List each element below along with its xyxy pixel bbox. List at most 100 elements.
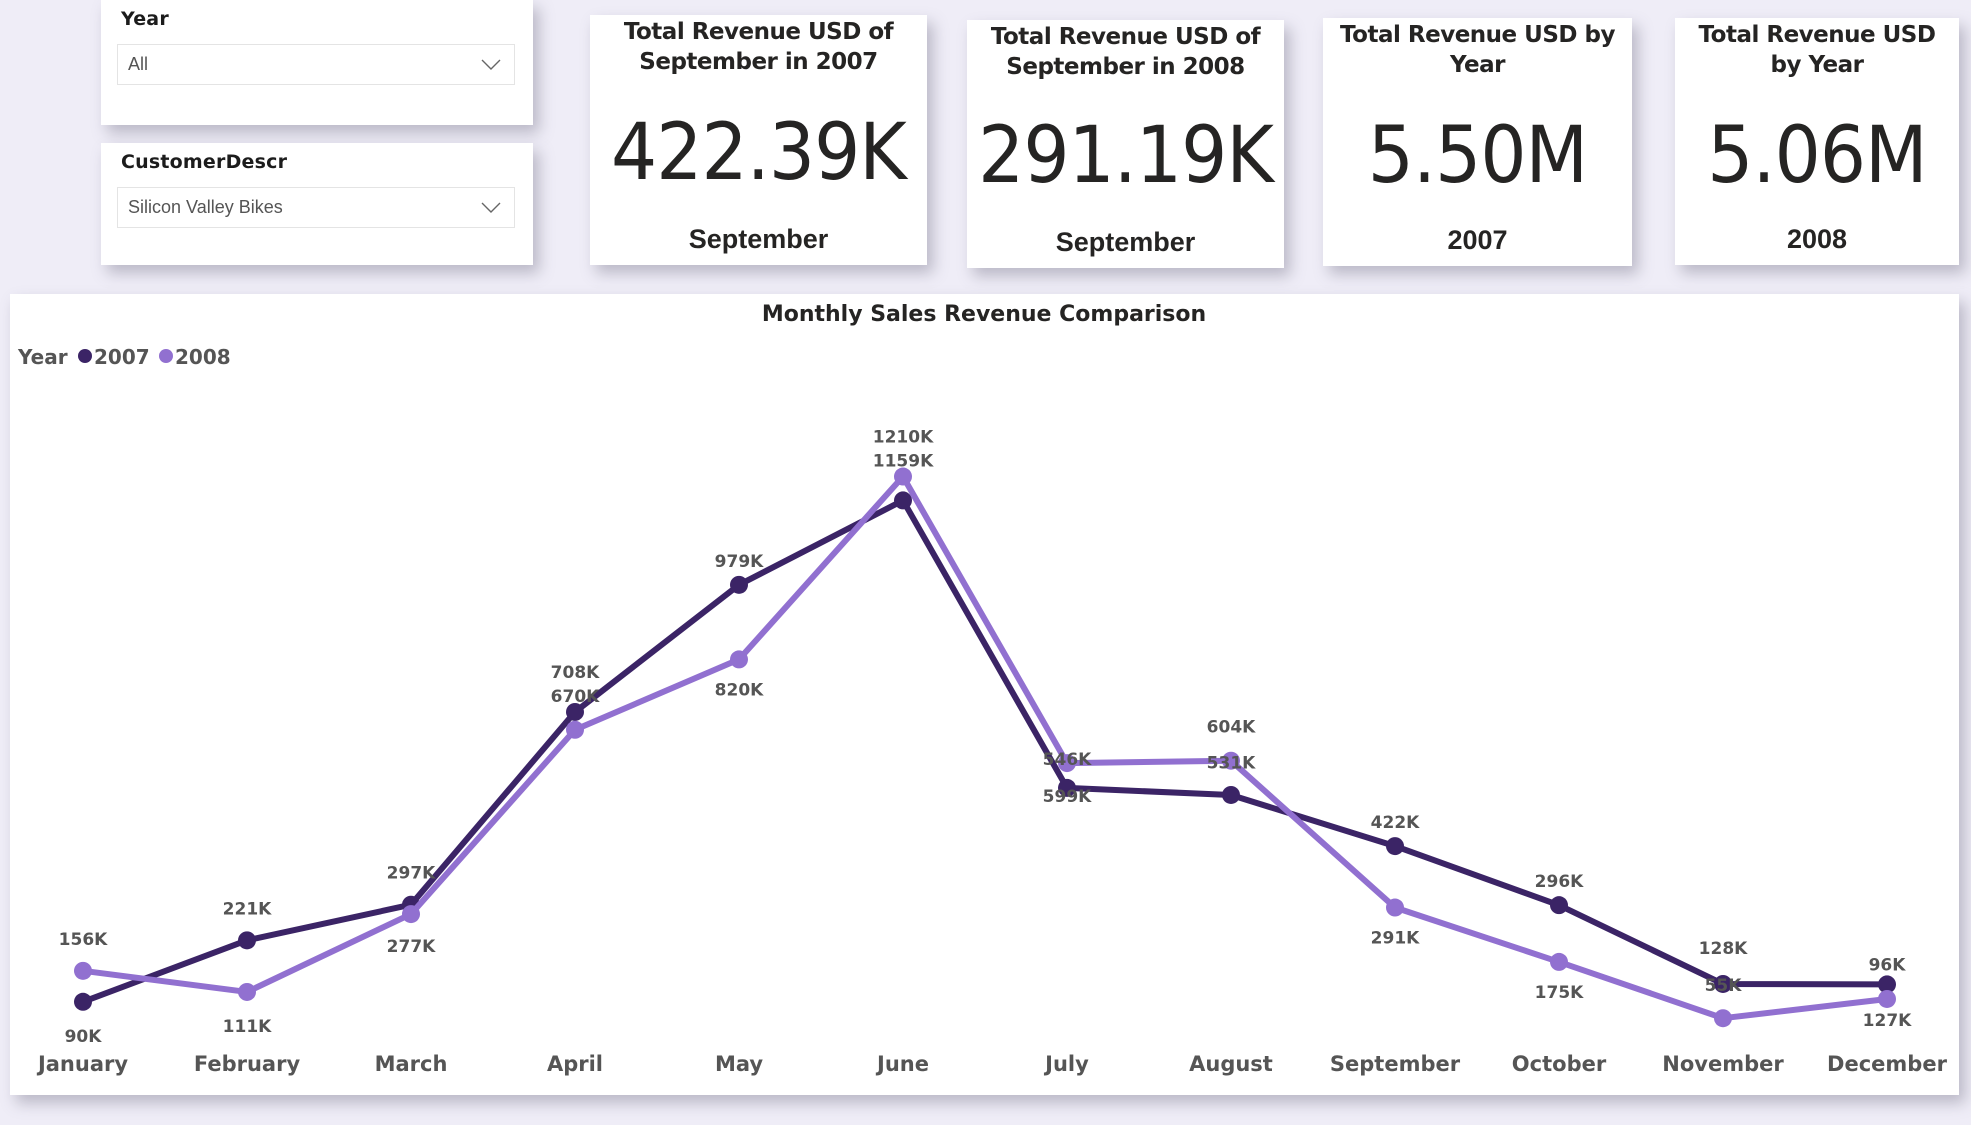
- card-title: Total Revenue USD of September in 2008: [990, 24, 1261, 80]
- kpi-card-sep-2007: Total Revenue USD of September in 2007 4…: [590, 15, 927, 265]
- series-2008: [74, 467, 1896, 1028]
- legend-title: Year: [17, 345, 68, 369]
- data-label-2007-october: 296K: [1535, 872, 1584, 892]
- x-tick-label-february: February: [194, 1052, 301, 1076]
- x-tick-label-july: July: [1043, 1052, 1089, 1076]
- data-point-2008-april[interactable]: [566, 720, 584, 739]
- x-tick-label-march: March: [375, 1052, 448, 1076]
- data-label-2008-may: 820K: [715, 680, 764, 700]
- data-label-2007-january: 90K: [65, 1027, 103, 1047]
- card-label: 2008: [1786, 224, 1848, 254]
- card-label: September: [1055, 227, 1196, 257]
- card-label: September: [688, 224, 829, 254]
- legend-label-2008: 2008: [175, 345, 231, 369]
- card-value: 5.06M: [1707, 111, 1927, 201]
- data-label-2007-august: 531K: [1207, 754, 1256, 774]
- data-point-2007-april[interactable]: [566, 702, 584, 721]
- monthly-revenue-line-chart: Monthly Sales Revenue Comparison Year 20…: [17, 302, 1948, 1076]
- x-tick-label-may: May: [715, 1052, 763, 1076]
- data-point-2007-december[interactable]: [1878, 975, 1896, 994]
- data-point-2008-september[interactable]: [1386, 898, 1404, 917]
- data-label-2007-september: 422K: [1371, 813, 1420, 833]
- year-dropdown-value: All: [128, 54, 149, 74]
- legend-marker-2007: [78, 349, 92, 363]
- legend-marker-2008: [159, 349, 173, 363]
- x-tick-label-january: January: [36, 1052, 128, 1076]
- data-point-2008-october[interactable]: [1550, 952, 1568, 971]
- data-point-2007-january[interactable]: [74, 992, 92, 1011]
- data-label-2007-december: 96K: [1869, 955, 1907, 975]
- data-point-2007-july[interactable]: [1058, 778, 1076, 797]
- card-title: Total Revenue USD by Year: [1340, 22, 1615, 78]
- data-label-2007-november: 128K: [1699, 939, 1748, 959]
- data-point-2007-september[interactable]: [1386, 837, 1404, 856]
- legend-label-2007: 2007: [94, 345, 150, 369]
- data-point-2008-january[interactable]: [74, 961, 92, 980]
- data-point-2007-may[interactable]: [730, 575, 748, 594]
- data-label-2007-july: 599K: [1043, 787, 1092, 807]
- customer-dropdown[interactable]: Silicon Valley Bikes: [117, 187, 515, 228]
- data-point-2008-june[interactable]: [894, 467, 912, 486]
- year-slicer-title: Year: [121, 8, 169, 30]
- x-tick-label-june: June: [875, 1052, 929, 1076]
- data-label-2008-november: 55K: [1705, 976, 1743, 996]
- data-point-2007-october[interactable]: [1550, 896, 1568, 915]
- card-value: 5.50M: [1367, 111, 1588, 201]
- data-point-2008-february[interactable]: [238, 982, 256, 1001]
- data-label-2008-january: 156K: [59, 930, 108, 950]
- x-tick-label-august: August: [1189, 1052, 1273, 1076]
- chevron-down-icon: [481, 202, 501, 213]
- data-point-2007-august[interactable]: [1222, 785, 1240, 804]
- data-label-2007-february: 221K: [223, 899, 272, 919]
- chevron-down-icon: [481, 59, 501, 70]
- legend: Year 2007 2008: [17, 345, 231, 369]
- data-label-2008-march: 277K: [387, 937, 436, 957]
- chart-title: Monthly Sales Revenue Comparison: [762, 302, 1206, 327]
- data-point-2008-december[interactable]: [1878, 989, 1896, 1008]
- data-point-2008-may[interactable]: [730, 650, 748, 669]
- x-tick-label-april: April: [547, 1052, 603, 1076]
- line-chart-panel: Monthly Sales Revenue Comparison Year 20…: [10, 294, 1959, 1095]
- kpi-card-year-2007: Total Revenue USD by Year 5.50M 2007: [1323, 18, 1632, 266]
- customer-slicer: CustomerDescr Silicon Valley Bikes: [101, 143, 533, 265]
- data-point-2007-june[interactable]: [894, 491, 912, 510]
- card-label: 2007: [1447, 225, 1508, 255]
- series-line-2008: [82, 473, 1888, 1022]
- data-label-2008-june: 1210K: [873, 428, 934, 448]
- year-slicer: Year All: [101, 0, 533, 125]
- series-line-2007: [81, 497, 1888, 1005]
- data-label-2008-august: 604K: [1207, 718, 1256, 738]
- data-label-2007-april: 708K: [551, 663, 600, 683]
- customer-dropdown-value: Silicon Valley Bikes: [128, 197, 283, 217]
- card-value: 422.39K: [611, 108, 907, 198]
- x-tick-label-november: November: [1662, 1052, 1784, 1076]
- card-value: 291.19K: [978, 111, 1274, 201]
- data-point-2008-march[interactable]: [402, 905, 420, 924]
- data-point-2008-july[interactable]: [1058, 754, 1076, 773]
- legend-item-2007[interactable]: 2007: [78, 345, 150, 369]
- x-axis: January February March April May June July Augu…: [36, 1052, 1948, 1076]
- kpi-card-year-2008: Total Revenue USD by Year 5.06M 2008: [1675, 18, 1959, 265]
- card-title: Total Revenue USD of September in 2007: [623, 19, 894, 75]
- year-dropdown[interactable]: All: [117, 44, 515, 85]
- card-title: Total Revenue USD by Year: [1698, 22, 1936, 78]
- legend-item-2008[interactable]: 2008: [159, 345, 231, 369]
- x-tick-label-october: October: [1512, 1052, 1607, 1076]
- data-label-2007-may: 979K: [715, 552, 764, 572]
- series-2007: [74, 491, 1896, 1011]
- x-tick-label-september: September: [1330, 1052, 1461, 1076]
- data-label-2008-april: 670K: [551, 687, 600, 707]
- data-label-2008-october: 175K: [1535, 983, 1584, 1003]
- data-point-2008-august[interactable]: [1222, 751, 1240, 770]
- data-label-2008-july: 546K: [1043, 750, 1092, 770]
- data-label-2008-september: 291K: [1371, 929, 1420, 949]
- data-point-2007-february[interactable]: [238, 931, 256, 950]
- data-point-2008-november[interactable]: [1714, 1009, 1732, 1028]
- data-label-2007-june: 1159K: [873, 452, 934, 472]
- series-layer: [74, 467, 1896, 1028]
- data-label-2007-march: 297K: [387, 864, 436, 884]
- kpi-card-sep-2008: Total Revenue USD of September in 2008 2…: [967, 20, 1284, 268]
- data-label-2008-february: 111K: [223, 1017, 272, 1037]
- data-label-layer: 156K 90K 221K 111K 297K 277K 708K 670K 979K 820K 1…: [59, 428, 1912, 1047]
- data-point-2007-november[interactable]: [1714, 974, 1732, 993]
